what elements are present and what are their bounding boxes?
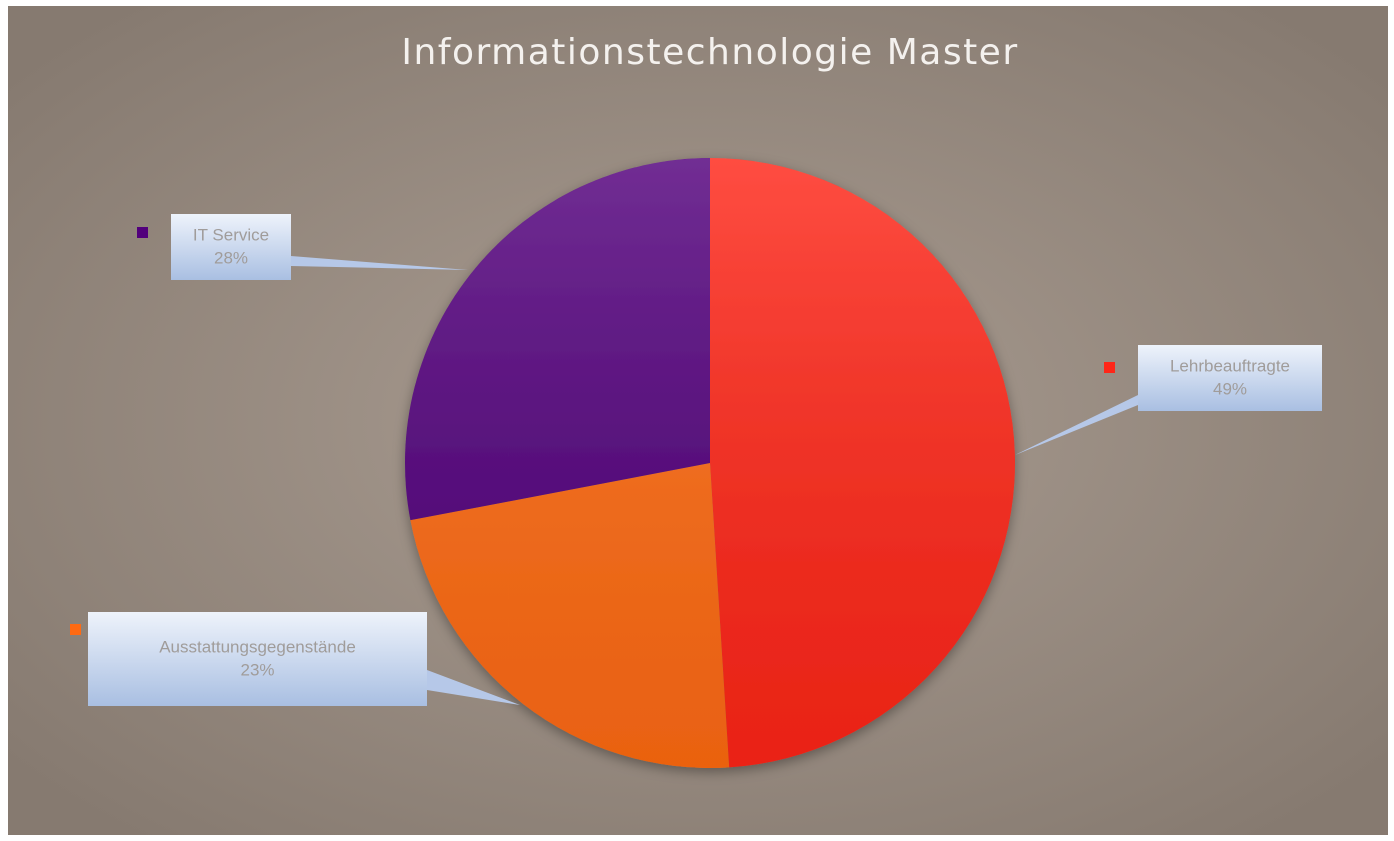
category-label: IT Service [193, 225, 269, 244]
value-label: 23% [240, 660, 274, 679]
leader [291, 256, 468, 270]
value-label: 49% [1213, 379, 1247, 398]
value-label: 28% [214, 248, 248, 267]
label-box [88, 612, 427, 706]
legend-key [1104, 362, 1115, 373]
category-label: Ausstattungsgegenstände [159, 637, 356, 656]
leader [427, 670, 520, 705]
data-labels: Lehrbeauftragte 49% Ausstattungsgegenständ… [70, 214, 1322, 706]
chart-title: Informationstechnologie Master [401, 32, 1018, 73]
label-box [1138, 345, 1322, 411]
category-label: Lehrbeauftragte [1170, 356, 1290, 375]
legend-key [70, 624, 81, 635]
leader [1015, 395, 1138, 455]
pie [404, 158, 1015, 768]
label-box [171, 214, 291, 280]
legend-key [137, 227, 148, 238]
